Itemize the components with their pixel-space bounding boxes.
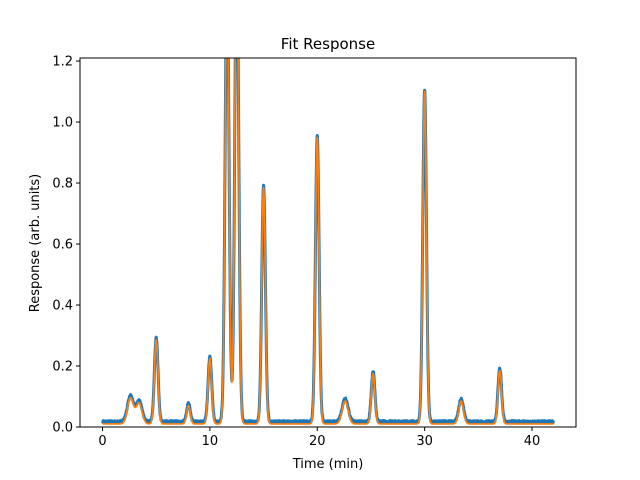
y-tick-label: 0.0 xyxy=(52,421,73,436)
y-axis: 0.0 0.2 0.4 0.6 0.8 1.0 1.2 xyxy=(52,55,80,436)
y-tick-label: 1.0 xyxy=(52,116,73,131)
fit-series-line xyxy=(101,58,555,425)
y-tick-label: 0.2 xyxy=(52,360,73,375)
y-tick-label: 1.2 xyxy=(52,55,73,70)
x-tick-label: 30 xyxy=(416,434,433,449)
x-tick-label: 40 xyxy=(524,434,541,449)
y-axis-label: Response (arb. units) xyxy=(28,174,43,313)
y-tick-label: 0.4 xyxy=(52,299,73,314)
plot-frame xyxy=(79,57,577,428)
x-tick-label: 10 xyxy=(202,434,219,449)
y-tick-label: 0.8 xyxy=(52,177,73,192)
y-tick-label: 0.6 xyxy=(52,238,73,253)
measured-series-line xyxy=(101,58,555,425)
x-axis-label: Time (min) xyxy=(292,457,364,472)
x-axis: 0 10 20 30 40 xyxy=(98,427,540,449)
chart-title: Fit Response xyxy=(281,35,375,53)
series-layer xyxy=(101,58,555,425)
x-tick-label: 20 xyxy=(309,434,326,449)
x-tick-label: 0 xyxy=(98,434,106,449)
